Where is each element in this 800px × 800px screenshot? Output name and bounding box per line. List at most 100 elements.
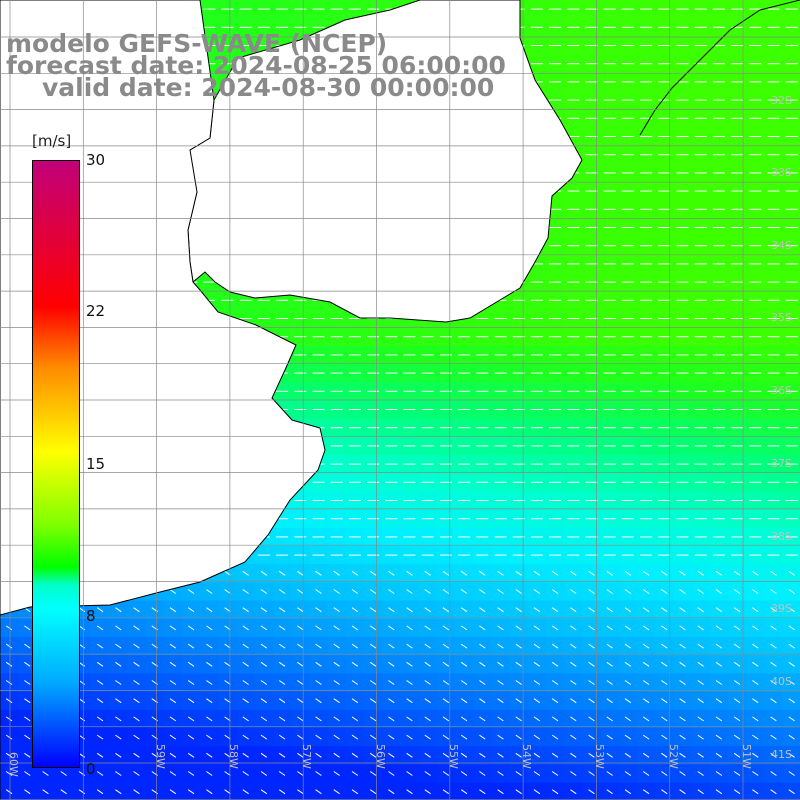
wind-vector	[388, 752, 395, 758]
wind-vector	[606, 698, 613, 704]
wind-vector	[679, 625, 686, 631]
wind-vector	[388, 771, 395, 776]
wind-vector	[533, 680, 541, 685]
wind-vector	[78, 789, 86, 795]
wind-vector	[570, 661, 577, 667]
wind-vector	[115, 789, 122, 795]
wind-vector	[661, 771, 668, 776]
wind-vector	[5, 698, 13, 704]
wind-vector	[752, 625, 759, 631]
valid-date: valid date: 2024-08-30 00:00:00	[42, 73, 495, 102]
wind-vector	[333, 752, 340, 758]
wind-vector	[224, 625, 231, 631]
wind-vector	[733, 734, 741, 740]
lon-label: 51W	[740, 744, 753, 769]
wind-vector	[115, 698, 122, 704]
wind-vector	[60, 789, 67, 795]
wind-vector	[642, 698, 650, 704]
wind-vector	[96, 698, 104, 704]
wind-vector	[24, 716, 31, 722]
wind-vector	[351, 771, 359, 776]
wind-vector	[697, 680, 704, 685]
lat-label: 34S	[771, 239, 792, 252]
wind-vector	[278, 680, 286, 685]
wind-vector	[515, 607, 522, 613]
wind-vector	[260, 625, 268, 631]
wind-vector	[497, 734, 504, 740]
wind-vector	[788, 661, 795, 667]
wind-vector	[679, 570, 686, 576]
wind-vector	[624, 589, 632, 594]
wind-vector	[206, 661, 213, 667]
wind-vector	[460, 680, 468, 685]
wind-vector	[315, 661, 322, 667]
wind-vector	[133, 752, 140, 758]
wind-vector	[242, 716, 249, 722]
wind-vector	[297, 661, 304, 667]
wind-vector	[260, 698, 268, 704]
wind-vector	[733, 698, 741, 704]
wind-vector	[260, 771, 268, 776]
wind-vector	[515, 771, 522, 776]
wind-vector	[333, 680, 340, 685]
wind-vector	[278, 643, 286, 649]
wind-vector	[442, 661, 450, 667]
wind-vector	[406, 698, 413, 704]
wind-vector	[788, 752, 795, 758]
wind-vector	[442, 771, 450, 776]
wind-vector	[733, 752, 741, 758]
wind-vector	[406, 570, 413, 576]
wind-vector	[551, 789, 559, 795]
wind-vector	[788, 698, 795, 704]
wind-vector	[278, 698, 286, 704]
lon-label: 60W	[7, 752, 20, 777]
wind-vector	[679, 643, 686, 649]
wind-vector	[551, 661, 559, 667]
wind-vector	[169, 716, 177, 722]
wind-vector	[297, 643, 304, 649]
wind-vector	[315, 680, 322, 685]
wind-vector	[315, 625, 322, 631]
wind-vector	[369, 643, 377, 649]
colorbar	[32, 160, 80, 768]
wind-vector	[60, 771, 67, 776]
lat-label: 40S	[771, 675, 792, 688]
wind-vector	[442, 698, 450, 704]
wind-vector	[460, 589, 468, 594]
wind-vector	[533, 789, 541, 795]
wind-vector	[697, 643, 704, 649]
wind-vector	[24, 752, 31, 758]
wind-vector	[606, 734, 613, 740]
wind-vector	[770, 734, 777, 740]
wind-vector	[169, 643, 177, 649]
wind-vector	[424, 752, 431, 758]
wind-vector	[770, 680, 777, 685]
lat-label: 33S	[771, 166, 792, 179]
wind-vector	[351, 625, 359, 631]
wind-vector	[460, 625, 468, 631]
wind-vector	[588, 625, 595, 631]
wind-vector	[533, 661, 541, 667]
wind-vector	[424, 716, 431, 722]
wind-vector	[752, 589, 759, 594]
wind-vector	[752, 607, 759, 613]
wind-vector	[770, 589, 777, 594]
wind-vector	[242, 734, 249, 740]
wind-vector	[115, 607, 122, 613]
wind-vector	[406, 661, 413, 667]
wind-vector	[460, 771, 468, 776]
wind-vector	[96, 716, 104, 722]
wind-vector	[642, 716, 650, 722]
wind-vector	[369, 752, 377, 758]
wind-vector	[260, 734, 268, 740]
wind-vector	[406, 607, 413, 613]
wind-vector	[460, 789, 468, 795]
wind-vector	[424, 643, 431, 649]
wind-vector	[679, 734, 686, 740]
wind-vector	[606, 607, 613, 613]
model-title: modelo GEFS-WAVE (NCEP)	[6, 29, 388, 58]
wind-vector	[606, 716, 613, 722]
wind-vector	[115, 625, 122, 631]
wind-vector	[169, 589, 177, 594]
wind-vector	[206, 771, 213, 776]
